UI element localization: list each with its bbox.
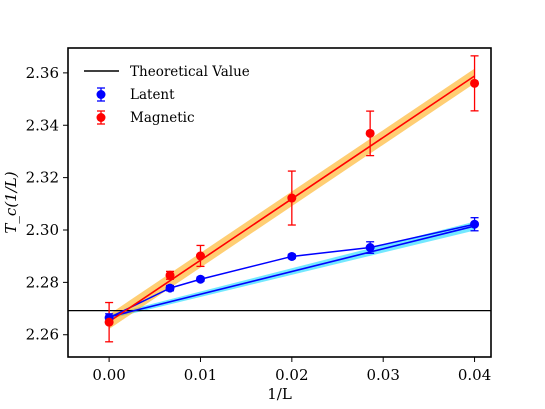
y-tick-label: 2.28 (26, 273, 59, 291)
legend-latent-label: Latent (130, 87, 175, 103)
plot-frame (67, 47, 492, 358)
legend-magnetic-label: Magnetic (130, 110, 195, 126)
y-tick-label: 2.26 (26, 326, 59, 344)
x-tick-label: 0.02 (275, 366, 308, 384)
y-axis-label: T_c(1/L) (2, 171, 20, 233)
x-axis-ticks: 0.00 0.01 0.02 0.03 0.04 (92, 357, 491, 384)
y-tick-label: 2.36 (26, 64, 59, 82)
latent-fit-line (108, 225, 475, 318)
magnetic-data-point (287, 193, 297, 203)
magnetic-data-point (195, 251, 205, 261)
magnetic-data-point (365, 128, 375, 138)
latent-data-point (470, 219, 480, 229)
legend-theory-label: Theoretical Value (130, 64, 250, 80)
x-axis-label: 1/L (267, 385, 292, 403)
latent-data-point (365, 243, 375, 253)
latent-data-point (287, 251, 297, 261)
y-axis-ticks: 2.26 2.28 2.30 2.32 2.34 2.36 (26, 64, 68, 344)
y-tick-label: 2.34 (26, 116, 59, 134)
magnetic-data-point (104, 317, 114, 327)
magnetic-data-point (470, 78, 480, 88)
legend: Theoretical Value Latent Magnetic (84, 64, 250, 126)
x-tick-label: 0.01 (184, 366, 217, 384)
x-tick-label: 0.04 (458, 366, 491, 384)
latent-connect-line (108, 223, 475, 319)
legend-latent-marker (96, 90, 106, 99)
latent-data-point (195, 274, 205, 284)
x-tick-label: 0.00 (92, 366, 125, 384)
latent-data-point (165, 283, 175, 293)
magnetic-data-point (165, 270, 175, 280)
legend-magnetic-marker (96, 113, 106, 122)
y-tick-label: 2.30 (26, 221, 59, 239)
data-points (104, 78, 480, 327)
y-tick-label: 2.32 (26, 169, 59, 187)
x-tick-label: 0.03 (366, 366, 399, 384)
